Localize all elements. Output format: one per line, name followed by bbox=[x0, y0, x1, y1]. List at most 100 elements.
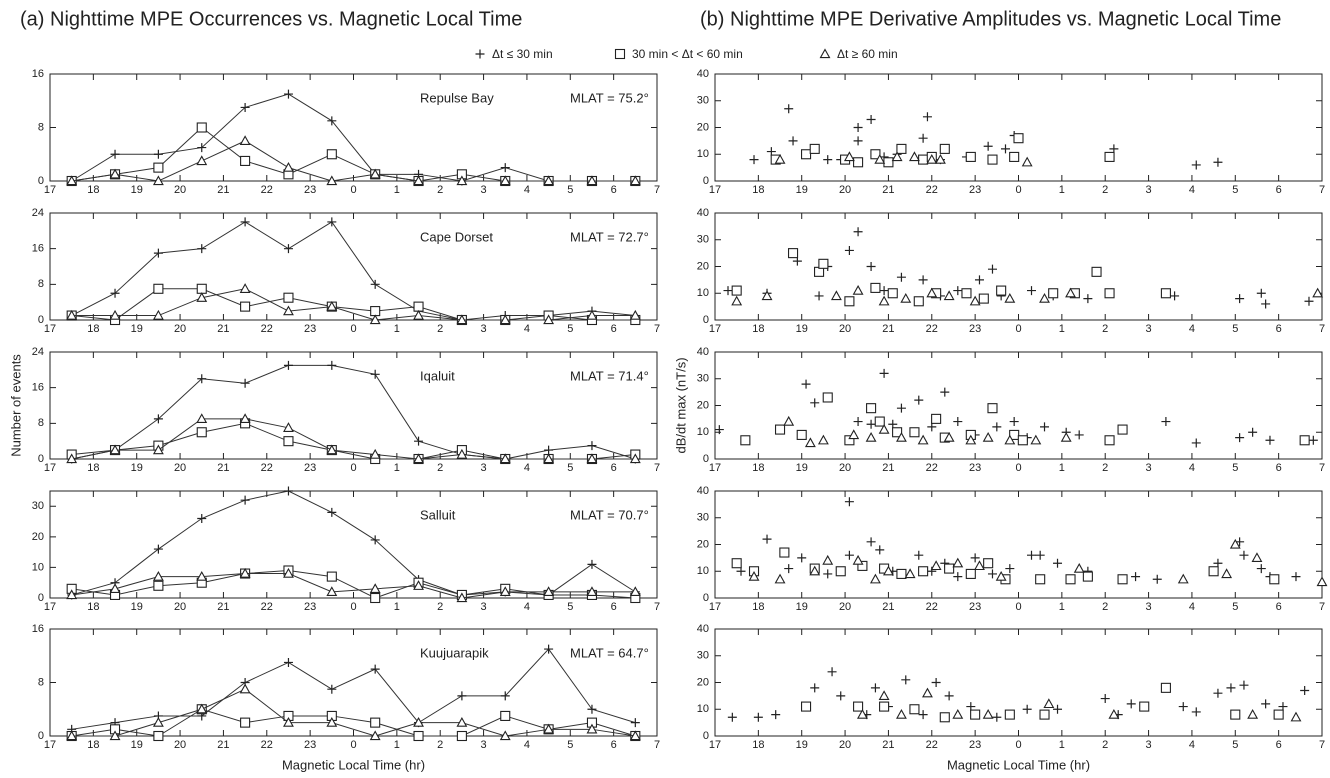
triangle-marker bbox=[196, 155, 208, 166]
triangle-marker bbox=[239, 135, 251, 146]
plus-marker bbox=[500, 163, 510, 173]
triangle-marker bbox=[586, 723, 598, 734]
plus-marker bbox=[1291, 572, 1301, 582]
x-tick-label: 22 bbox=[926, 601, 938, 613]
triangle-marker bbox=[1021, 156, 1033, 167]
x-tick-label: 3 bbox=[1146, 323, 1152, 335]
square-marker bbox=[153, 730, 164, 742]
square-marker bbox=[1208, 566, 1219, 577]
x-axis-label: Magnetic Local Time (hr) bbox=[282, 757, 425, 772]
plot-frame bbox=[714, 628, 1323, 737]
y-tick-label: 30 bbox=[697, 512, 709, 524]
triangle-marker bbox=[369, 314, 381, 325]
y-tick-label: 24 bbox=[32, 207, 44, 219]
square-marker bbox=[196, 427, 207, 438]
plus-marker bbox=[153, 149, 163, 159]
triangle-marker bbox=[369, 448, 381, 459]
triangle-marker bbox=[917, 434, 929, 445]
x-tick-label: 23 bbox=[969, 323, 981, 335]
square-marker bbox=[887, 288, 898, 299]
triangle-marker bbox=[731, 295, 743, 306]
plus-marker bbox=[1213, 157, 1223, 167]
x-tick-label: 20 bbox=[839, 462, 851, 474]
plus-marker bbox=[1261, 299, 1271, 309]
plus-marker bbox=[544, 644, 554, 654]
plus-marker bbox=[827, 667, 837, 677]
y-tick-label: 16 bbox=[32, 68, 44, 80]
triangle-marker bbox=[900, 292, 912, 303]
square-marker bbox=[283, 292, 294, 303]
triangle-marker bbox=[109, 730, 121, 741]
triangle-marker bbox=[196, 703, 208, 714]
legend-marker bbox=[819, 48, 831, 59]
plus-marker bbox=[1226, 683, 1236, 693]
plus-marker bbox=[866, 419, 876, 429]
triangle-marker bbox=[878, 690, 890, 701]
y-tick-label: 8 bbox=[38, 676, 44, 688]
x-tick-label: 19 bbox=[796, 739, 808, 751]
plus-marker bbox=[283, 89, 293, 99]
x-tick-label: 21 bbox=[217, 739, 229, 751]
triangle-marker bbox=[456, 448, 468, 459]
triangle-marker bbox=[196, 292, 208, 302]
x-tick-label: 23 bbox=[969, 462, 981, 474]
square-marker bbox=[1139, 701, 1150, 712]
triangle-marker bbox=[413, 309, 424, 320]
triangle-marker bbox=[1221, 568, 1233, 579]
plus-marker bbox=[853, 136, 863, 146]
square-marker bbox=[844, 296, 855, 307]
square-marker bbox=[978, 293, 989, 304]
y-tick-label: 30 bbox=[697, 234, 709, 246]
x-tick-label: 1 bbox=[1059, 462, 1065, 474]
triangle-marker bbox=[926, 153, 938, 164]
x-tick-label: 23 bbox=[969, 184, 981, 196]
triangle-marker bbox=[878, 423, 890, 434]
x-tick-label: 2 bbox=[437, 323, 443, 335]
square-marker bbox=[1299, 435, 1310, 446]
x-tick-label: 1 bbox=[394, 462, 400, 474]
triangle-marker bbox=[239, 567, 251, 578]
plus-marker bbox=[587, 704, 597, 714]
x-tick-label: 21 bbox=[882, 323, 894, 335]
triangle-marker bbox=[152, 444, 164, 455]
plus-marker bbox=[1152, 574, 1162, 584]
square-marker bbox=[853, 701, 864, 712]
plus-marker bbox=[240, 495, 250, 505]
y-tick-label: 40 bbox=[697, 346, 709, 358]
plus-marker bbox=[283, 486, 293, 496]
triangle-marker bbox=[1060, 431, 1072, 442]
x-tick-label: 18 bbox=[87, 462, 99, 474]
plus-marker bbox=[1000, 144, 1010, 154]
x-tick-label: 0 bbox=[1015, 184, 1021, 196]
x-tick-label: 6 bbox=[1276, 739, 1282, 751]
x-tick-label: 3 bbox=[481, 601, 487, 613]
plus-marker bbox=[457, 691, 467, 701]
triangle-marker bbox=[413, 716, 424, 727]
square-marker bbox=[909, 427, 920, 438]
x-tick-label: 22 bbox=[261, 184, 273, 196]
x-tick-label: 23 bbox=[304, 323, 316, 335]
square-marker bbox=[196, 283, 207, 294]
plus-marker bbox=[1009, 417, 1019, 427]
y-tick-label: 8 bbox=[38, 278, 44, 290]
triangle-marker bbox=[196, 570, 208, 581]
plus-marker bbox=[823, 569, 833, 579]
square-marker bbox=[731, 558, 742, 569]
x-tick-label: 19 bbox=[131, 601, 143, 613]
square-marker bbox=[818, 258, 829, 269]
legend-marker bbox=[475, 49, 485, 59]
square-marker bbox=[370, 717, 381, 728]
x-tick-label: 4 bbox=[1189, 323, 1195, 335]
plus-marker bbox=[844, 550, 854, 560]
square-marker bbox=[1273, 709, 1284, 720]
square-marker bbox=[1009, 429, 1020, 440]
x-tick-label: 21 bbox=[217, 601, 229, 613]
x-tick-label: 17 bbox=[709, 184, 721, 196]
plot-frame bbox=[714, 73, 1323, 182]
triangle-marker bbox=[152, 309, 164, 320]
plus-marker bbox=[197, 143, 207, 153]
triangle-marker bbox=[152, 570, 164, 581]
triangle-marker bbox=[326, 716, 338, 727]
mlat-label: MLAT = 64.7° bbox=[570, 645, 649, 660]
triangle-marker bbox=[874, 153, 886, 164]
